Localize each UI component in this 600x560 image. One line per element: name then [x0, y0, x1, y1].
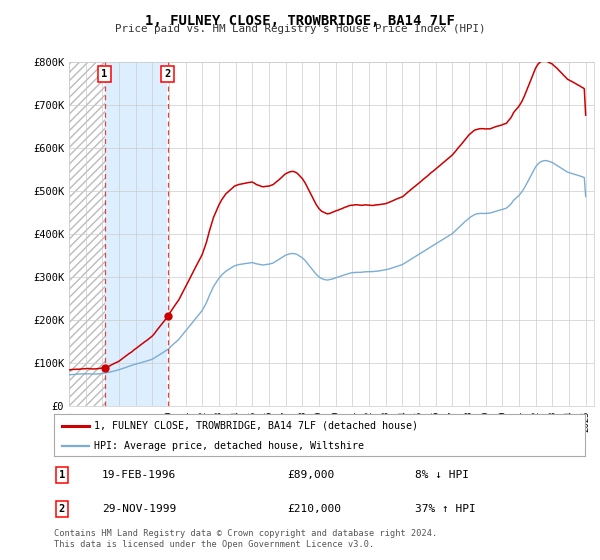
Text: Price paid vs. HM Land Registry's House Price Index (HPI): Price paid vs. HM Land Registry's House … — [115, 24, 485, 34]
Text: 29-NOV-1999: 29-NOV-1999 — [102, 505, 176, 514]
Text: 2: 2 — [59, 505, 65, 514]
Text: £89,000: £89,000 — [287, 470, 335, 479]
Text: 19-FEB-1996: 19-FEB-1996 — [102, 470, 176, 479]
Bar — [69, 62, 104, 406]
Text: 37% ↑ HPI: 37% ↑ HPI — [415, 505, 476, 514]
Text: 1, FULNEY CLOSE, TROWBRIDGE, BA14 7LF (detached house): 1, FULNEY CLOSE, TROWBRIDGE, BA14 7LF (d… — [94, 421, 418, 431]
Text: 1: 1 — [101, 69, 107, 78]
Text: Contains HM Land Registry data © Crown copyright and database right 2024.
This d: Contains HM Land Registry data © Crown c… — [54, 529, 437, 549]
Bar — [104, 62, 167, 406]
Text: 2: 2 — [164, 69, 170, 78]
Text: 8% ↓ HPI: 8% ↓ HPI — [415, 470, 469, 479]
Text: 1: 1 — [59, 470, 65, 479]
Text: £210,000: £210,000 — [287, 505, 341, 514]
Text: 1, FULNEY CLOSE, TROWBRIDGE, BA14 7LF: 1, FULNEY CLOSE, TROWBRIDGE, BA14 7LF — [145, 14, 455, 28]
Text: HPI: Average price, detached house, Wiltshire: HPI: Average price, detached house, Wilt… — [94, 441, 364, 451]
